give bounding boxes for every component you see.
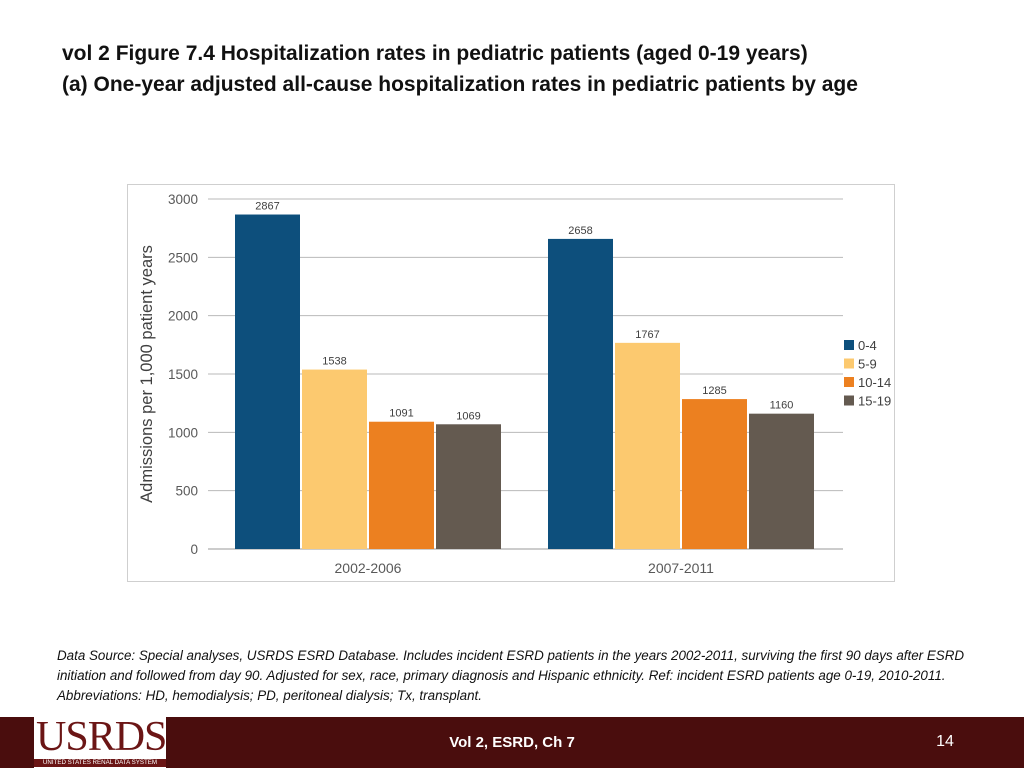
x-tick-label: 2002-2006 [335,560,402,576]
bar-chart: 0 500 1000 1500 2000 2500 3000 Admissions per 1… [138,192,891,576]
bar-15-19-2007-2011 [749,413,814,549]
y-tick-label: 3000 [168,192,198,207]
footer-bar [0,717,1024,768]
legend-swatch-0-4 [844,340,854,350]
legend-label-0-4: 0-4 [858,338,877,353]
data-label: 1538 [322,356,346,368]
legend-label-10-14: 10-14 [858,375,891,390]
y-tick-label: 1500 [168,367,198,382]
logo-text: USRDS [36,714,167,760]
data-label: 1767 [635,329,659,341]
legend-swatch-5-9 [844,358,854,369]
page-number: 14 [936,733,954,750]
data-label: 1160 [770,400,794,412]
data-label: 1091 [389,408,413,420]
legend-label-5-9: 5-9 [858,357,877,372]
y-tick-label: 1000 [168,425,198,440]
data-label: 1069 [456,410,480,422]
chart-frame: 0 500 1000 1500 2000 2500 3000 Admissions per 1… [127,184,895,582]
title-line-1: vol 2 Figure 7.4 Hospitalization rates i… [62,42,808,65]
y-tick-label: 500 [175,484,198,499]
x-tick-label: 2007-2011 [648,560,714,576]
usrds-logo: USRDS UNITED STATES RENAL DATA SYSTEM [34,714,167,768]
bar-5-9-2002-2006 [302,369,367,549]
footer-chapter-label: Vol 2, ESRD, Ch 7 [449,734,575,751]
y-tick-label: 2500 [168,250,198,265]
bar-15-19-2002-2006 [436,424,501,549]
y-axis-label: Admissions per 1,000 patient years [138,245,156,503]
slide-title: vol 2 Figure 7.4 Hospitalization rates i… [62,38,982,100]
data-label: 2658 [568,225,592,237]
bar-5-9-2007-2011 [615,342,680,549]
title-line-2: (a) One-year adjusted all-cause hospital… [62,73,858,96]
legend-swatch-15-19 [844,395,854,406]
bar-10-14-2002-2006 [369,421,434,549]
y-tick-label: 0 [190,542,198,557]
bar-0-4-2002-2006 [235,214,300,549]
data-label: 1285 [702,385,726,397]
data-label: 2867 [255,201,279,213]
data-source-note: Data Source: Special analyses, USRDS ESR… [57,648,965,703]
bar-0-4-2007-2011 [548,238,613,549]
y-tick-label: 2000 [168,309,198,324]
bar-10-14-2007-2011 [682,399,747,549]
legend-label-15-19: 15-19 [858,394,891,409]
logo-subtext: UNITED STATES RENAL DATA SYSTEM [34,759,166,767]
legend-swatch-10-14 [844,377,854,387]
